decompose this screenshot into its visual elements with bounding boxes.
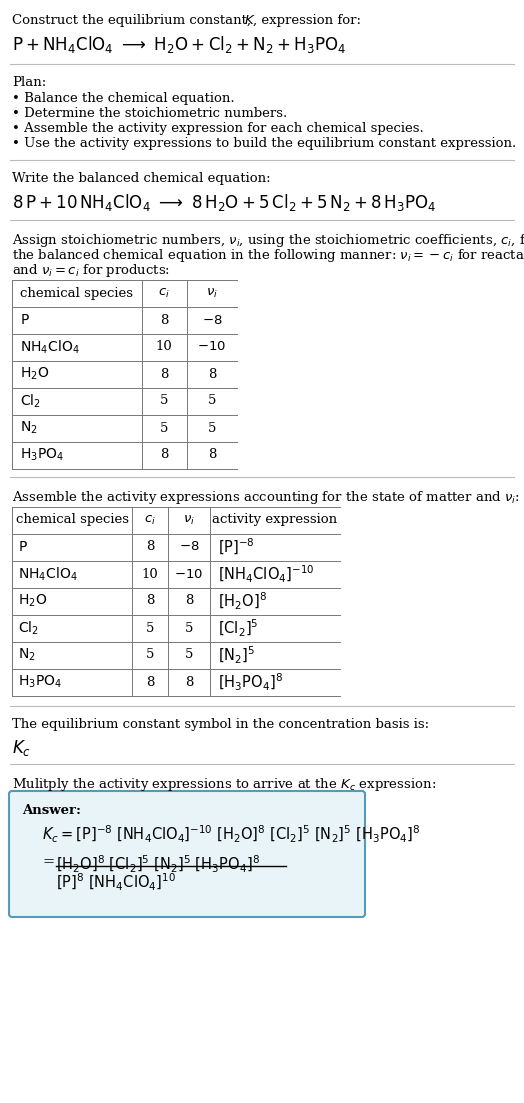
Text: 8: 8 bbox=[146, 675, 154, 688]
Text: 5: 5 bbox=[185, 621, 193, 634]
Text: $\mathrm{NH_4ClO_4}$: $\mathrm{NH_4ClO_4}$ bbox=[20, 339, 80, 355]
Text: 8: 8 bbox=[146, 595, 154, 608]
Text: 5: 5 bbox=[208, 421, 216, 435]
Text: $K$: $K$ bbox=[244, 14, 256, 26]
Text: 8: 8 bbox=[208, 367, 216, 381]
Text: The equilibrium constant symbol in the concentration basis is:: The equilibrium constant symbol in the c… bbox=[12, 718, 429, 731]
Text: Assemble the activity expressions accounting for the state of matter and $\nu_i$: Assemble the activity expressions accoun… bbox=[12, 489, 520, 506]
Text: 8: 8 bbox=[160, 367, 168, 381]
Text: 5: 5 bbox=[185, 649, 193, 662]
Text: 10: 10 bbox=[156, 341, 172, 353]
Text: Plan:: Plan: bbox=[12, 76, 46, 89]
Text: 8: 8 bbox=[160, 313, 168, 326]
Text: $\mathrm{NH_4ClO_4}$: $\mathrm{NH_4ClO_4}$ bbox=[18, 566, 78, 582]
Text: chemical species: chemical species bbox=[16, 514, 128, 526]
Text: chemical species: chemical species bbox=[20, 287, 134, 300]
Text: • Determine the stoichiometric numbers.: • Determine the stoichiometric numbers. bbox=[12, 107, 287, 120]
Text: the balanced chemical equation in the following manner: $\nu_i = -c_i$ for react: the balanced chemical equation in the fo… bbox=[12, 247, 524, 264]
Text: $\mathrm{N_2}$: $\mathrm{N_2}$ bbox=[20, 420, 38, 436]
Text: $\mathrm{H_3PO_4}$: $\mathrm{H_3PO_4}$ bbox=[20, 447, 64, 463]
Text: $K_c = [\mathrm{P}]^{-8}\ [\mathrm{NH_4ClO_4}]^{-10}\ [\mathrm{H_2O}]^{8}\ [\mat: $K_c = [\mathrm{P}]^{-8}\ [\mathrm{NH_4C… bbox=[42, 824, 421, 845]
Text: Answer:: Answer: bbox=[22, 804, 81, 817]
Text: 5: 5 bbox=[146, 649, 154, 662]
Text: $[\mathrm{NH_4ClO_4}]^{-10}$: $[\mathrm{NH_4ClO_4}]^{-10}$ bbox=[218, 564, 314, 585]
Text: $\mathrm{P}$: $\mathrm{P}$ bbox=[18, 540, 28, 554]
Text: $\nu_i$: $\nu_i$ bbox=[183, 514, 195, 526]
Text: Construct the equilibrium constant,: Construct the equilibrium constant, bbox=[12, 14, 255, 26]
Text: 10: 10 bbox=[141, 568, 158, 580]
Text: Write the balanced chemical equation:: Write the balanced chemical equation: bbox=[12, 172, 270, 185]
Text: Mulitply the activity expressions to arrive at the $K_c$ expression:: Mulitply the activity expressions to arr… bbox=[12, 777, 436, 793]
Text: $\mathrm{8\,P + 10\,NH_4ClO_4 \ \longrightarrow \ 8\,H_2O + 5\,Cl_2 + 5\,N_2 + 8: $\mathrm{8\,P + 10\,NH_4ClO_4 \ \longrig… bbox=[12, 192, 436, 213]
Text: 8: 8 bbox=[185, 595, 193, 608]
Text: $K_c$: $K_c$ bbox=[12, 738, 31, 758]
Text: $-10$: $-10$ bbox=[198, 341, 226, 353]
Text: $\mathrm{H_2O}$: $\mathrm{H_2O}$ bbox=[18, 592, 47, 609]
Text: $c_i$: $c_i$ bbox=[158, 287, 170, 300]
Text: 5: 5 bbox=[160, 421, 168, 435]
Text: $[\mathrm{P}]^{-8}$: $[\mathrm{P}]^{-8}$ bbox=[218, 537, 255, 557]
Text: • Use the activity expressions to build the equilibrium constant expression.: • Use the activity expressions to build … bbox=[12, 137, 516, 150]
Text: $-8$: $-8$ bbox=[179, 540, 199, 554]
Text: , expression for:: , expression for: bbox=[253, 14, 361, 26]
Text: $\mathrm{H_3PO_4}$: $\mathrm{H_3PO_4}$ bbox=[18, 674, 62, 690]
Text: 8: 8 bbox=[146, 540, 154, 554]
Text: 8: 8 bbox=[160, 449, 168, 461]
Text: 8: 8 bbox=[185, 675, 193, 688]
Text: =: = bbox=[42, 855, 54, 869]
Text: • Assemble the activity expression for each chemical species.: • Assemble the activity expression for e… bbox=[12, 122, 424, 135]
Text: $[\mathrm{N_2}]^{5}$: $[\mathrm{N_2}]^{5}$ bbox=[218, 644, 255, 665]
Text: $\mathrm{H_2O}$: $\mathrm{H_2O}$ bbox=[20, 366, 49, 383]
Text: $\nu_i$: $\nu_i$ bbox=[206, 287, 218, 300]
Text: $\mathrm{N_2}$: $\mathrm{N_2}$ bbox=[18, 646, 36, 663]
FancyBboxPatch shape bbox=[9, 791, 365, 917]
Text: $\mathrm{P + NH_4ClO_4 \ \longrightarrow \ H_2O + Cl_2 + N_2 + H_3PO_4}$: $\mathrm{P + NH_4ClO_4 \ \longrightarrow… bbox=[12, 34, 346, 55]
Text: $[\mathrm{P}]^{8}\ [\mathrm{NH_4ClO_4}]^{10}$: $[\mathrm{P}]^{8}\ [\mathrm{NH_4ClO_4}]^… bbox=[56, 872, 176, 893]
Text: 5: 5 bbox=[208, 395, 216, 407]
Text: 5: 5 bbox=[146, 621, 154, 634]
Text: $[\mathrm{H_2O}]^{8}$: $[\mathrm{H_2O}]^{8}$ bbox=[218, 590, 267, 611]
Text: $[\mathrm{H_3PO_4}]^{8}$: $[\mathrm{H_3PO_4}]^{8}$ bbox=[218, 672, 283, 693]
Text: $\mathrm{Cl_2}$: $\mathrm{Cl_2}$ bbox=[20, 393, 41, 409]
Text: $[\mathrm{H_2O}]^{8}\ [\mathrm{Cl_2}]^{5}\ [\mathrm{N_2}]^{5}\ [\mathrm{H_3PO_4}: $[\mathrm{H_2O}]^{8}\ [\mathrm{Cl_2}]^{5… bbox=[56, 854, 260, 875]
Text: Assign stoichiometric numbers, $\nu_i$, using the stoichiometric coefficients, $: Assign stoichiometric numbers, $\nu_i$, … bbox=[12, 232, 524, 249]
Text: $-10$: $-10$ bbox=[174, 568, 203, 580]
Text: $[\mathrm{Cl_2}]^{5}$: $[\mathrm{Cl_2}]^{5}$ bbox=[218, 618, 258, 639]
Text: activity expression: activity expression bbox=[212, 514, 337, 526]
Text: $\mathrm{Cl_2}$: $\mathrm{Cl_2}$ bbox=[18, 619, 39, 636]
Text: $\mathrm{P}$: $\mathrm{P}$ bbox=[20, 313, 30, 326]
Text: and $\nu_i = c_i$ for products:: and $\nu_i = c_i$ for products: bbox=[12, 263, 170, 279]
Text: 8: 8 bbox=[208, 449, 216, 461]
Text: $c_i$: $c_i$ bbox=[144, 514, 156, 526]
Text: • Balance the chemical equation.: • Balance the chemical equation. bbox=[12, 92, 235, 105]
Text: 5: 5 bbox=[160, 395, 168, 407]
Text: $-8$: $-8$ bbox=[202, 313, 222, 326]
